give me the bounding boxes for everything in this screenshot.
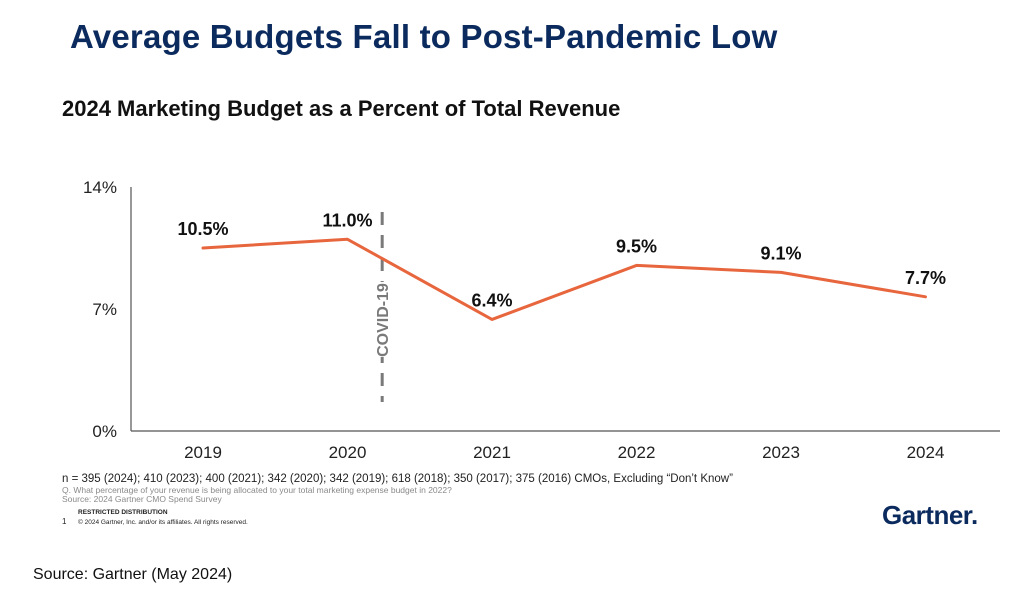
gartner-logo: Gartner. bbox=[882, 500, 978, 531]
chart-title: 2024 Marketing Budget as a Percent of To… bbox=[62, 96, 621, 121]
line-chart: 0% 7% 14% 2019 2020 2021 2022 2023 2024 COVID-19… bbox=[83, 178, 1000, 462]
y-tick-label: 14% bbox=[83, 178, 117, 197]
x-tick-label: 2019 bbox=[184, 443, 222, 462]
data-label: 7.7% bbox=[905, 268, 946, 288]
survey-source-note: Source: 2024 Gartner CMO Spend Survey bbox=[62, 493, 222, 504]
x-tick-label: 2020 bbox=[329, 443, 367, 462]
survey-question-note: Q. What percentage of your revenue is be… bbox=[62, 484, 452, 495]
covid-label: COVID-19 bbox=[375, 283, 392, 357]
copyright-notice: © 2024 Gartner, Inc. and/or its affiliat… bbox=[78, 519, 248, 526]
footer-source: Source: Gartner (May 2024) bbox=[33, 566, 233, 583]
y-tick-label: 7% bbox=[92, 300, 117, 319]
restricted-distribution-label: RESTRICTED DISTRIBUTION bbox=[78, 509, 168, 516]
data-label: 9.1% bbox=[760, 243, 801, 263]
covid-label-background bbox=[370, 282, 395, 357]
x-tick-label: 2021 bbox=[473, 443, 511, 462]
budget-series-line bbox=[201, 237, 927, 321]
data-label: 9.5% bbox=[616, 236, 657, 256]
data-label: 11.0% bbox=[322, 210, 372, 230]
chart-notes: n = 395 (2024); 410 (2023); 400 (2021); … bbox=[62, 473, 733, 504]
logo-dot: . bbox=[971, 500, 978, 530]
logo-text: Gartner bbox=[882, 500, 972, 530]
x-tick-label: 2023 bbox=[762, 443, 800, 462]
sample-size-note: n = 395 (2024); 410 (2023); 400 (2021); … bbox=[62, 473, 733, 485]
data-label: 6.4% bbox=[471, 290, 512, 310]
x-tick-label: 2022 bbox=[618, 443, 656, 462]
y-tick-label: 0% bbox=[92, 422, 117, 441]
page-number: 1 bbox=[62, 517, 67, 526]
x-tick-label: 2024 bbox=[907, 443, 945, 462]
data-label: 10.5% bbox=[177, 219, 228, 239]
page-title: Average Budgets Fall to Post-Pandemic Lo… bbox=[70, 18, 778, 55]
